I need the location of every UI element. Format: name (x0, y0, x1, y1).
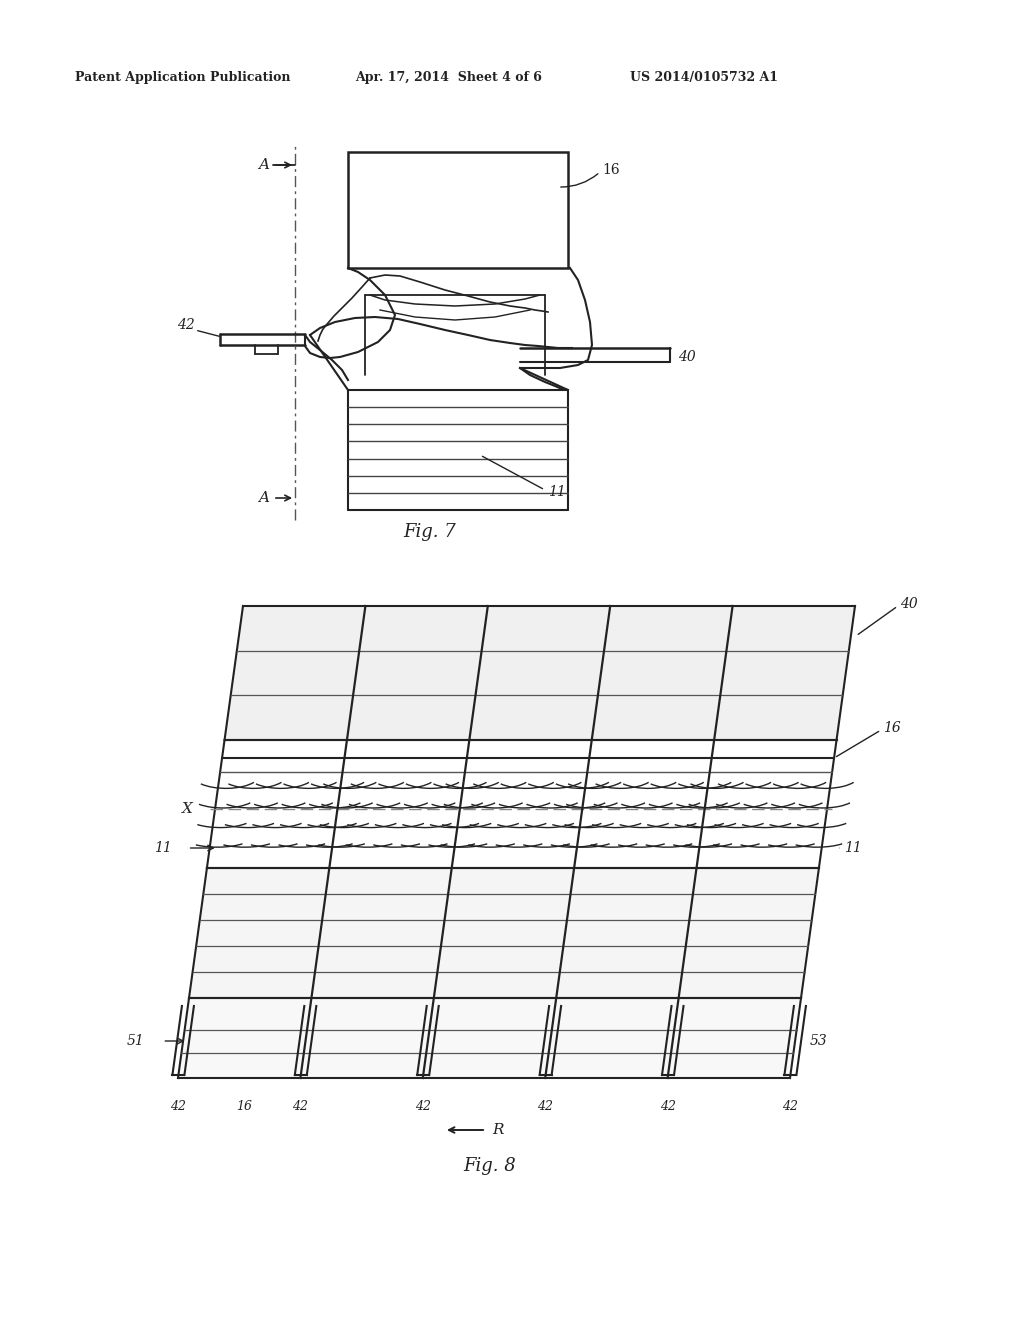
Text: A: A (258, 158, 269, 172)
Text: Fig. 8: Fig. 8 (464, 1158, 516, 1175)
Polygon shape (178, 998, 801, 1078)
Text: 42: 42 (538, 1100, 553, 1113)
Text: 11: 11 (548, 484, 565, 499)
Text: 16: 16 (602, 162, 620, 177)
Text: 42: 42 (293, 1100, 308, 1113)
Text: 42: 42 (659, 1100, 676, 1113)
Text: X: X (182, 803, 194, 816)
Text: 16: 16 (237, 1100, 252, 1113)
Polygon shape (189, 869, 819, 998)
Text: US 2014/0105732 A1: US 2014/0105732 A1 (630, 71, 778, 84)
Text: 42: 42 (782, 1100, 798, 1113)
Text: 40: 40 (900, 597, 918, 611)
Text: 16: 16 (883, 721, 901, 735)
Text: 42: 42 (415, 1100, 431, 1113)
Bar (348, 152, 568, 268)
Polygon shape (207, 741, 837, 869)
Text: Apr. 17, 2014  Sheet 4 of 6: Apr. 17, 2014 Sheet 4 of 6 (355, 71, 542, 84)
Text: 11: 11 (844, 841, 861, 855)
Text: A: A (258, 491, 269, 506)
Text: 53: 53 (809, 1034, 827, 1048)
Text: R: R (492, 1123, 504, 1137)
Text: Fig. 7: Fig. 7 (403, 523, 457, 541)
Text: 51: 51 (127, 1034, 144, 1048)
Text: 40: 40 (678, 350, 695, 364)
Text: 11: 11 (154, 841, 172, 855)
Polygon shape (224, 606, 855, 741)
Text: Patent Application Publication: Patent Application Publication (75, 71, 291, 84)
Text: 42: 42 (177, 318, 195, 333)
Text: 42: 42 (170, 1100, 186, 1113)
